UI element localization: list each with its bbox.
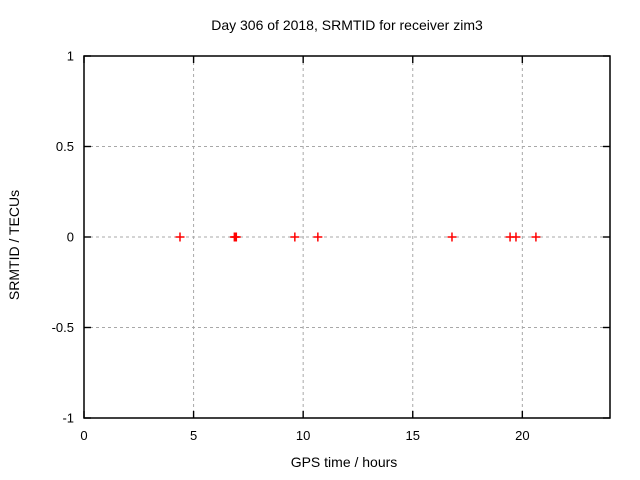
y-axis-label: SRMTID / TECUs (6, 190, 22, 300)
x-axis-label: GPS time / hours (291, 454, 398, 470)
tick-labels: 0 5 10 15 20 1 0.5 0 -0.5 -1 (52, 49, 530, 444)
x-tick-label: 15 (406, 428, 420, 443)
x-tick-label: 20 (515, 428, 529, 443)
x-tick-label: 5 (190, 428, 197, 443)
gridlines (84, 56, 610, 418)
y-tick-label: 1 (67, 49, 74, 64)
plot-border (83, 55, 611, 419)
x-tick-label: 10 (296, 428, 310, 443)
chart-title: Day 306 of 2018, SRMTID for receiver zim… (211, 17, 483, 33)
x-tick-label: 0 (80, 428, 87, 443)
y-tick-label: 0.5 (56, 139, 74, 154)
y-tick-label: -0.5 (52, 320, 74, 335)
data-points (175, 232, 541, 242)
y-tick-label: 0 (67, 230, 74, 245)
y-tick-label: -1 (62, 411, 74, 426)
